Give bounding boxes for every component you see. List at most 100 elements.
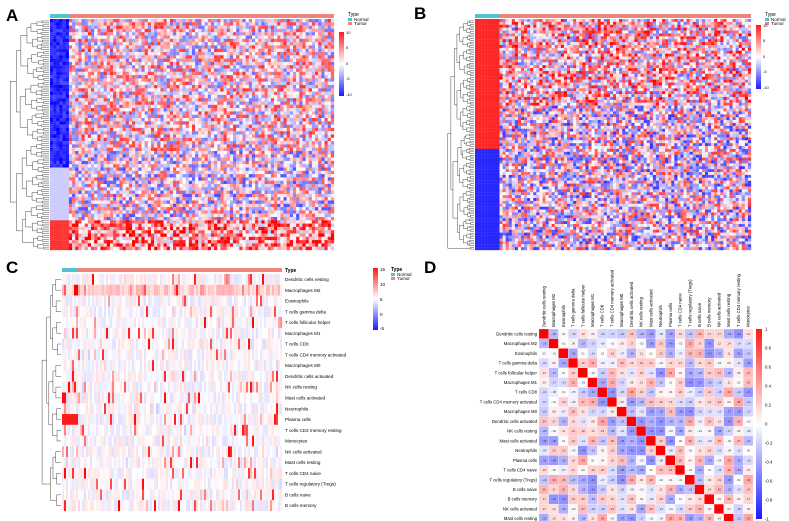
- panel-d-row-label: Neutrophils: [515, 448, 537, 453]
- panel-d-scale-tick: 0.6: [765, 365, 772, 370]
- panel-a-legend-tumor: Tumor: [354, 21, 367, 26]
- panel-d-column-label: Monocytes: [746, 306, 751, 327]
- panel-d-column-label: T cells CD4 naive: [678, 293, 683, 327]
- panel-d-column-label: T cells regulatory (Tregs): [687, 279, 692, 327]
- panel-d-column-label: Macrophages M2: [551, 293, 556, 327]
- panel-b-scale-tick: 5: [763, 38, 766, 43]
- panel-c-colorbar-gradient: [373, 268, 378, 330]
- panel-b-colorbar: 10 5 0 -5 -10: [756, 23, 770, 90]
- panel-c-annotation-tumor: [78, 268, 282, 272]
- panel-d-scale-tick: -0.8: [765, 498, 773, 503]
- panel-d-row-label: Mast cells activated: [500, 438, 538, 443]
- panel-d-row-label: Macrophages M0: [504, 409, 538, 414]
- panel-d-scale-tick: -0.4: [765, 460, 773, 465]
- panel-c-row-labels: Dendritic cells resting Macrophages M2 Eos…: [285, 277, 347, 508]
- panel-d-row-label: B cells naive: [513, 487, 538, 492]
- panel-c-scale-tick: 5: [380, 297, 383, 302]
- panel-d-column-label: NK cells activated: [716, 292, 721, 327]
- panel-c-row-label: T cells gamma delta: [285, 309, 326, 314]
- panel-c-row-label: Macrophages M1: [285, 331, 321, 336]
- panel-d-row-label: NK cells resting: [507, 429, 537, 434]
- panel-a-scale-tick: 0: [346, 61, 349, 66]
- panel-c-legend-normal-swatch: [391, 273, 395, 276]
- panel-d-row-label: T cells CD4 naive: [503, 468, 537, 473]
- panel-d-column-label: B cells memory: [707, 297, 712, 327]
- panel-c-row-label: Monocytes: [285, 439, 308, 444]
- panel-b-legend-normal: Normal: [771, 17, 786, 22]
- panel-c-row-label: NK cells resting: [285, 385, 317, 390]
- panel-d-row-label: Dendritic cells activated: [492, 419, 538, 424]
- panel-a-heatmap: [50, 19, 335, 251]
- panel-d-scale-tick: -1: [765, 517, 769, 521]
- panel-d-row-label: Macrophages M2: [504, 341, 538, 346]
- panel-c-row-label: NK cells activated: [285, 449, 322, 454]
- panel-d-scale-tick: 0.2: [765, 403, 772, 408]
- panel-d-row-labels: Dendritic cells resting Macrophages M2 Eos…: [480, 331, 538, 521]
- panel-d-row-label: Mast cells resting: [504, 516, 538, 521]
- panel-d-row-label: T cells CD8: [515, 390, 538, 395]
- panel-b-legend: Type Normal Tumor: [765, 12, 786, 26]
- panel-c-legend-title: Type: [391, 267, 403, 273]
- panel-a-scale-tick: 5: [346, 45, 349, 50]
- panel-d-scale-tick: -0.2: [765, 441, 773, 446]
- panel-d-row-label: Eosinophils: [515, 351, 537, 356]
- panel-d-scale-tick: -0.6: [765, 479, 773, 484]
- panel-a-legend-normal: Normal: [354, 17, 369, 22]
- panel-b-scale-tick: -10: [763, 85, 770, 90]
- panel-a-scale-tick: -10: [346, 92, 353, 97]
- panel-b-legend-title: Type: [765, 12, 776, 18]
- panel-d-column-label: Macrophages M0: [619, 293, 624, 327]
- panel-d-column-label: T cells CD8: [600, 304, 605, 327]
- panel-a: Type Normal Tumor 10 5 0 -5 -10: [10, 12, 369, 251]
- panel-a-dendrogram: [10, 20, 49, 250]
- panel-d-scale-tick: 0.4: [765, 384, 772, 389]
- panel-c-row-label: B cells naive: [285, 492, 311, 497]
- panel-b-scale-tick: 0: [763, 54, 766, 59]
- panel-d-row-label: T cells regulatory (Tregs): [489, 477, 537, 482]
- panel-a-colorbar-gradient: [339, 32, 344, 96]
- panel-c-row-label: T cells CD8: [285, 342, 309, 347]
- panel-d-row-label: Dendritic cells resting: [496, 331, 537, 336]
- panel-d-column-labels: Dendritic cells resting Macrophages M2 Eos…: [541, 269, 750, 327]
- panel-d-scale-tick: 1: [765, 327, 768, 332]
- panel-c-row-label: Mast cells activated: [285, 395, 326, 400]
- panel-a-scale-tick: -5: [346, 76, 350, 81]
- panel-b-dendrogram: [447, 20, 474, 250]
- panel-b-annotation-tumor: [499, 14, 751, 18]
- panel-c-row-label: Eosinophils: [285, 299, 309, 304]
- panel-d-column-label: Mast cells resting: [726, 293, 731, 327]
- panel-d-row-label: B cells memory: [508, 497, 538, 502]
- panel-c-row-label: T cells follicular helper: [285, 320, 331, 325]
- panel-c-annotation-label: Type: [285, 268, 297, 274]
- panel-a-legend-tumor-swatch: [348, 22, 352, 25]
- panel-b: Type Normal Tumor 10 5 0 -5 -10: [447, 12, 786, 251]
- panel-d-column-label: T cells follicular helper: [580, 284, 585, 327]
- panel-d-column-label: Dendritic cells activated: [629, 281, 634, 327]
- panel-d-row-label: T cells CD4 memory activated: [480, 399, 538, 404]
- panel-b-scale-tick: -5: [763, 69, 767, 74]
- panel-letter-b: B: [414, 4, 427, 23]
- panel-a-annotation-tumor: [70, 14, 334, 18]
- panel-a-legend-title: Type: [348, 12, 359, 18]
- panel-a-legend: Type Normal Tumor: [348, 12, 369, 26]
- panel-d-column-label: T cells CD4 memory activated: [609, 269, 614, 327]
- panel-d-column-label: Eosinophils: [561, 305, 566, 327]
- panel-c-row-label: T cells regulatory (Tregs): [285, 482, 336, 487]
- panel-c-row-label: B cells memory: [285, 503, 317, 508]
- panel-c-scale-tick: 0: [380, 312, 383, 317]
- panel-a-annotation-bar: [50, 14, 334, 18]
- panel-b-legend-tumor: Tumor: [771, 21, 784, 26]
- panel-d-scale-tick: 0.8: [765, 346, 772, 351]
- panel-d-column-label: Mast cells activated: [648, 289, 653, 327]
- panel-d-correlation-matrix: 1 -.28.02 -.15.12.06 -.16 -.17 -.21.24 -.28 -.3…: [538, 328, 754, 521]
- panel-c-row-label: Dendritic cells activated: [285, 374, 334, 379]
- panel-a-annotation-normal: [50, 14, 70, 18]
- panel-c-row-label: Dendritic cells resting: [285, 277, 329, 282]
- panel-c-legend-normal: Normal: [397, 272, 412, 277]
- panel-c-row-label: Mast cells resting: [285, 460, 321, 465]
- panel-c-row-label: Macrophages M2: [285, 288, 321, 293]
- panel-d-scale-tick: 0: [765, 422, 768, 427]
- panel-b-annotation-bar: [475, 14, 751, 18]
- panel-d-row-label: Macrophages M1: [504, 380, 538, 385]
- panel-a-legend-normal-swatch: [348, 18, 352, 21]
